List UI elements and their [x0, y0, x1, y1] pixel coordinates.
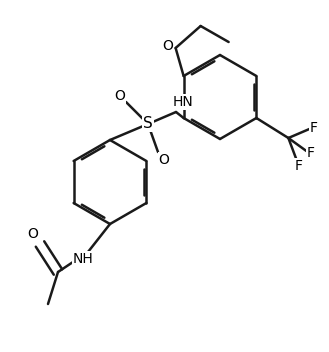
- Text: O: O: [28, 227, 38, 241]
- Text: F: F: [294, 159, 302, 173]
- Text: O: O: [159, 153, 169, 167]
- Text: F: F: [306, 146, 315, 160]
- Text: HN: HN: [173, 95, 193, 109]
- Text: NH: NH: [73, 252, 93, 266]
- Text: S: S: [143, 117, 153, 132]
- Text: O: O: [114, 89, 125, 103]
- Text: O: O: [162, 39, 173, 53]
- Text: F: F: [309, 121, 317, 135]
